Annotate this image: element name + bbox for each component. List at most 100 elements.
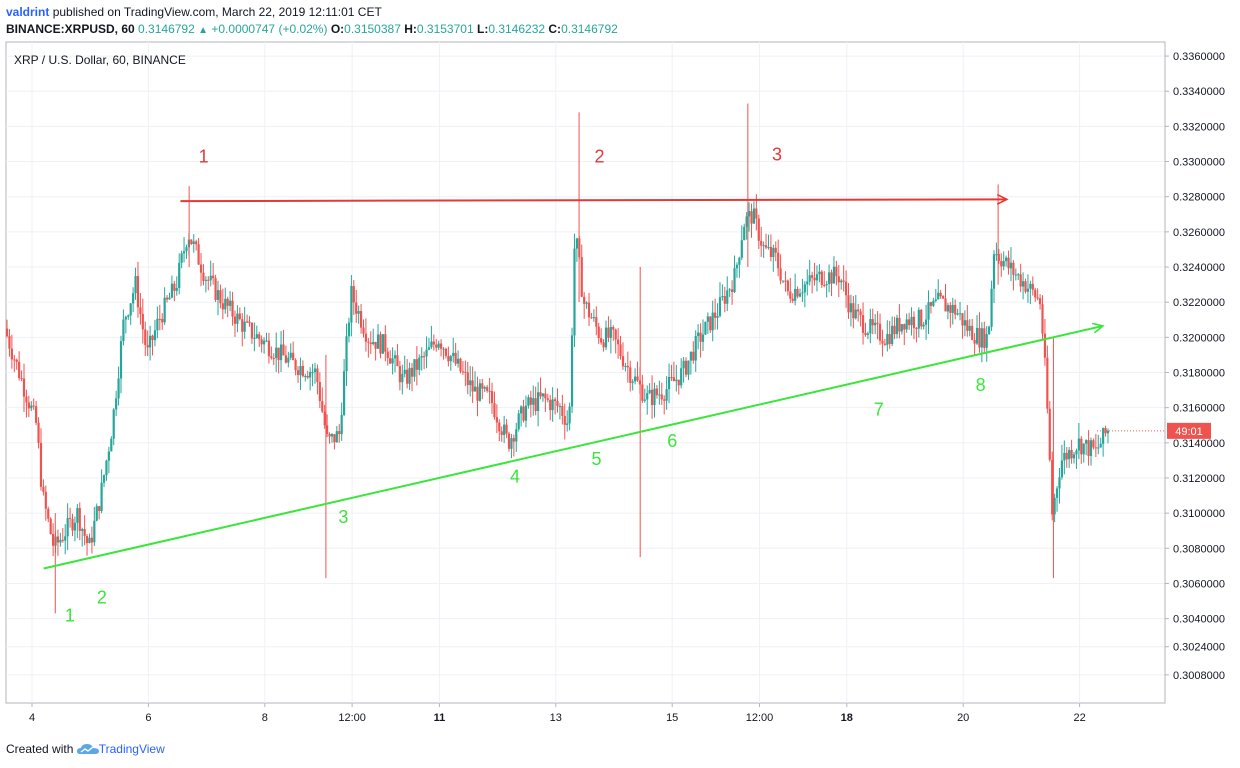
candle-body-down (709, 316, 712, 331)
y-tick-label: 0.3300000 (1173, 157, 1225, 169)
candle-body-up (1002, 261, 1005, 267)
author-link[interactable]: valdrint (6, 5, 50, 19)
support-touch-label: 8 (976, 375, 986, 395)
candle-body-down (355, 302, 358, 314)
tradingview-brand[interactable]: TradingView (98, 742, 165, 756)
candle-body-down (85, 536, 89, 544)
candle-body-down (670, 376, 673, 378)
candle-body-up (304, 375, 307, 377)
candle-body-up (905, 319, 908, 330)
candle-body-up (420, 356, 423, 358)
candle-body-up (585, 302, 588, 304)
candle-body-down (386, 351, 389, 359)
candle-body-down (760, 240, 763, 246)
candle-body-down (78, 508, 81, 531)
candle-body-up (735, 264, 739, 269)
candle-body-up (1005, 257, 1008, 262)
candle-body-up (917, 309, 920, 329)
candle-body-down (534, 398, 537, 412)
candle-body-down (498, 422, 501, 432)
y-tick-label: 0.3360000 (1173, 51, 1225, 63)
candle-body-up (1017, 274, 1020, 276)
x-tick-label: 18 (841, 712, 853, 724)
candle-body-up (418, 357, 421, 370)
candle-body-down (842, 280, 845, 282)
candle-body-down (861, 315, 865, 333)
candle-body-down (18, 361, 21, 379)
candle-body-down (864, 332, 867, 335)
price-change: +0.0000747 (+0.02%) (211, 22, 328, 36)
candle-body-up (335, 431, 338, 443)
candle-body-up (1063, 452, 1066, 461)
candle-body-up (1068, 450, 1071, 460)
candle-body-down (83, 529, 86, 537)
candle-body-down (871, 319, 874, 326)
candle-body-down (141, 313, 144, 330)
candle-body-down (546, 398, 549, 400)
candle-body-up (527, 397, 530, 406)
candle-body-down (226, 298, 229, 306)
candle-body-down (553, 399, 557, 401)
candle-body-up (743, 226, 746, 241)
candle-body-down (597, 326, 600, 339)
candle-body-down (5, 328, 9, 337)
candle-body-down (789, 291, 792, 299)
candle-body-up (168, 297, 171, 300)
candle-body-down (1051, 459, 1054, 515)
candle-body-up (573, 248, 576, 336)
candle-body-down (1094, 447, 1097, 449)
candle-body-up (503, 424, 506, 435)
candle-body-down (714, 312, 717, 318)
candle-body-down (316, 368, 319, 383)
candle-body-up (515, 429, 518, 442)
candle-body-down (650, 389, 654, 406)
candle-body-up (236, 313, 239, 324)
candle-body-down (522, 406, 525, 421)
y-tick-label: 0.3220000 (1173, 297, 1225, 309)
candle-body-down (941, 296, 945, 299)
candle-body-up (675, 379, 678, 382)
candle-body-down (912, 316, 916, 328)
candle-body-down (136, 276, 140, 308)
candle-body-down (241, 319, 244, 332)
candle-body-up (153, 330, 157, 341)
candle-body-up (88, 537, 91, 544)
candle-body-down (561, 406, 564, 416)
y-tick-label: 0.3340000 (1173, 86, 1225, 98)
candle-body-down (384, 334, 387, 352)
candle-body-up (646, 393, 649, 400)
x-tick-label: 22 (1073, 712, 1085, 724)
candle-body-down (893, 325, 896, 335)
candle-body-up (1099, 443, 1102, 448)
candle-body-up (119, 341, 123, 379)
candle-body-up (706, 316, 709, 322)
candle-body-down (774, 247, 777, 253)
candle-body-down (997, 254, 1000, 262)
candle-body-down (878, 323, 882, 341)
y-tick-label: 0.3240000 (1173, 262, 1225, 274)
x-tick-label: 15 (666, 712, 678, 724)
candle-body-down (1048, 408, 1051, 460)
candle-body-down (614, 329, 617, 340)
candle-body-down (352, 286, 355, 303)
resistance-trendline[interactable] (180, 199, 1006, 201)
candle-body-down (22, 378, 26, 397)
candle-body-up (1082, 443, 1085, 455)
candle-body-down (1080, 438, 1083, 455)
support-trendline[interactable] (43, 326, 1103, 570)
candle-body-down (908, 319, 911, 326)
publish-line: valdrint published on TradingView.com, M… (6, 5, 382, 19)
candle-body-up (687, 360, 690, 375)
candle-body-up (648, 389, 651, 394)
candle-body-down (190, 239, 193, 244)
published-text: published on TradingView.com, March 22, … (52, 5, 382, 19)
candle-body-down (42, 486, 45, 492)
candle-body-down (161, 318, 164, 323)
support-touch-label: 1 (65, 605, 75, 625)
candle-body-up (934, 299, 937, 301)
candle-body-down (750, 211, 753, 224)
candle-body-down (563, 415, 566, 425)
chart-title: XRP / U.S. Dollar, 60, BINANCE (14, 53, 186, 67)
candle-body-up (520, 406, 523, 414)
